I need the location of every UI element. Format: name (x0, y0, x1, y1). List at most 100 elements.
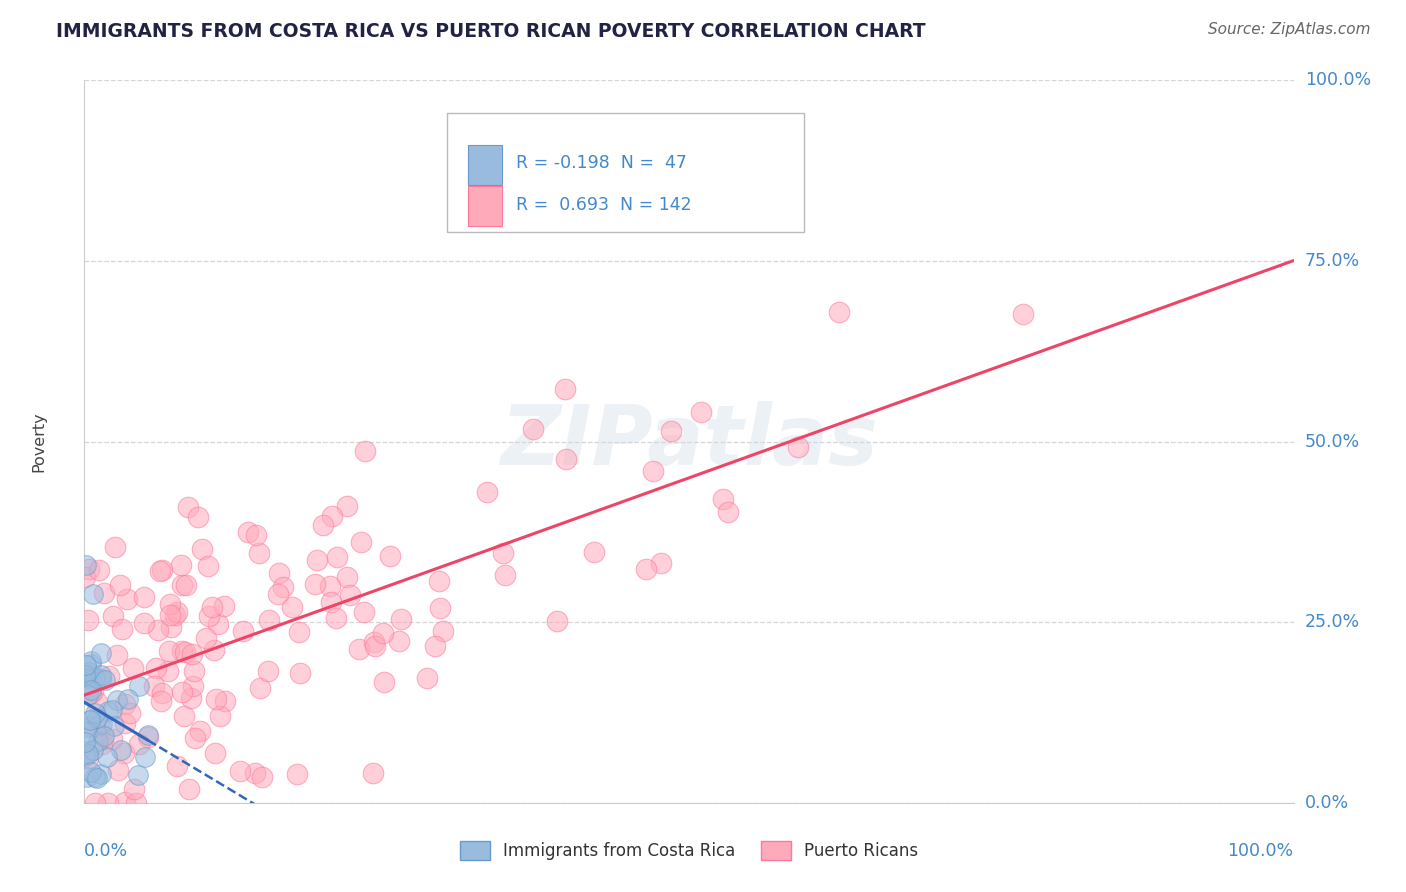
Point (136, 728, 159, 742)
Point (429, 574, 451, 588)
Point (77, 562, 100, 576)
Point (75, 667, 97, 681)
Text: 75.0%: 75.0% (1305, 252, 1360, 270)
Point (711, 491, 734, 506)
Point (232, 624, 254, 638)
Point (229, 764, 252, 779)
Point (121, 661, 143, 675)
Point (174, 578, 197, 592)
Point (350, 535, 373, 549)
Text: R =  0.693  N = 142: R = 0.693 N = 142 (516, 195, 692, 213)
Point (152, 686, 174, 700)
Point (204, 691, 226, 706)
Point (187, 510, 209, 524)
Point (75, 668, 97, 682)
Point (79, 657, 101, 672)
Point (80, 764, 103, 779)
Point (77, 665, 100, 679)
Point (387, 634, 409, 648)
Bar (468, 145, 502, 185)
Point (236, 525, 259, 540)
Point (180, 690, 202, 705)
Point (86, 771, 108, 785)
Point (191, 542, 214, 557)
Point (325, 611, 347, 625)
Text: Poverty: Poverty (31, 411, 46, 472)
Point (267, 587, 290, 601)
Point (90, 767, 112, 781)
Point (643, 465, 665, 479)
Point (82, 743, 104, 757)
Point (93, 730, 115, 744)
Point (554, 382, 576, 396)
Point (128, 738, 150, 752)
Point (124, 781, 146, 796)
Point (114, 697, 136, 711)
Point (93, 586, 115, 600)
Point (321, 508, 343, 523)
Point (361, 765, 384, 780)
Point (94, 673, 117, 688)
Point (124, 796, 146, 810)
Point (148, 624, 170, 638)
Point (117, 592, 139, 607)
Point (267, 566, 290, 580)
Point (76, 720, 98, 734)
Point (117, 692, 139, 706)
Point (107, 648, 129, 663)
Point (76, 770, 98, 784)
Point (132, 590, 155, 604)
Point (166, 605, 188, 619)
Point (1012, 308, 1035, 322)
Point (188, 724, 211, 739)
Point (475, 484, 498, 499)
Point (373, 675, 395, 690)
Point (159, 607, 181, 622)
Point (75, 657, 97, 672)
Point (77, 751, 100, 765)
Text: 100.0%: 100.0% (1305, 71, 1371, 89)
Point (177, 500, 200, 514)
Point (84, 671, 107, 685)
Point (174, 645, 197, 659)
Point (128, 679, 150, 693)
Point (76, 746, 98, 760)
Point (82, 684, 104, 698)
Point (80, 686, 103, 700)
Point (247, 546, 270, 560)
Point (650, 556, 672, 570)
Point (429, 601, 451, 615)
Point (108, 578, 131, 592)
Point (583, 545, 606, 559)
Point (209, 709, 232, 723)
Point (336, 569, 359, 583)
Point (307, 553, 329, 567)
Point (77, 747, 100, 761)
Point (145, 661, 167, 675)
Point (380, 549, 402, 563)
Point (73, 749, 96, 764)
Point (197, 558, 219, 573)
Point (83, 770, 105, 784)
Point (75, 570, 97, 584)
Point (690, 405, 713, 419)
Point (194, 632, 217, 646)
Point (201, 600, 224, 615)
Point (149, 564, 172, 578)
Point (319, 595, 342, 609)
Point (76, 614, 98, 628)
Point (103, 719, 125, 733)
Point (73, 735, 96, 749)
Point (373, 625, 395, 640)
Point (546, 614, 568, 628)
Point (717, 505, 740, 519)
Point (172, 578, 194, 592)
Point (165, 607, 187, 622)
Point (257, 664, 280, 678)
Point (257, 613, 280, 627)
Point (207, 617, 229, 632)
Point (786, 440, 808, 454)
Point (415, 671, 437, 685)
Legend: Immigrants from Costa Rica, Puerto Ricans: Immigrants from Costa Rica, Puerto Rican… (453, 834, 925, 867)
Point (101, 608, 124, 623)
